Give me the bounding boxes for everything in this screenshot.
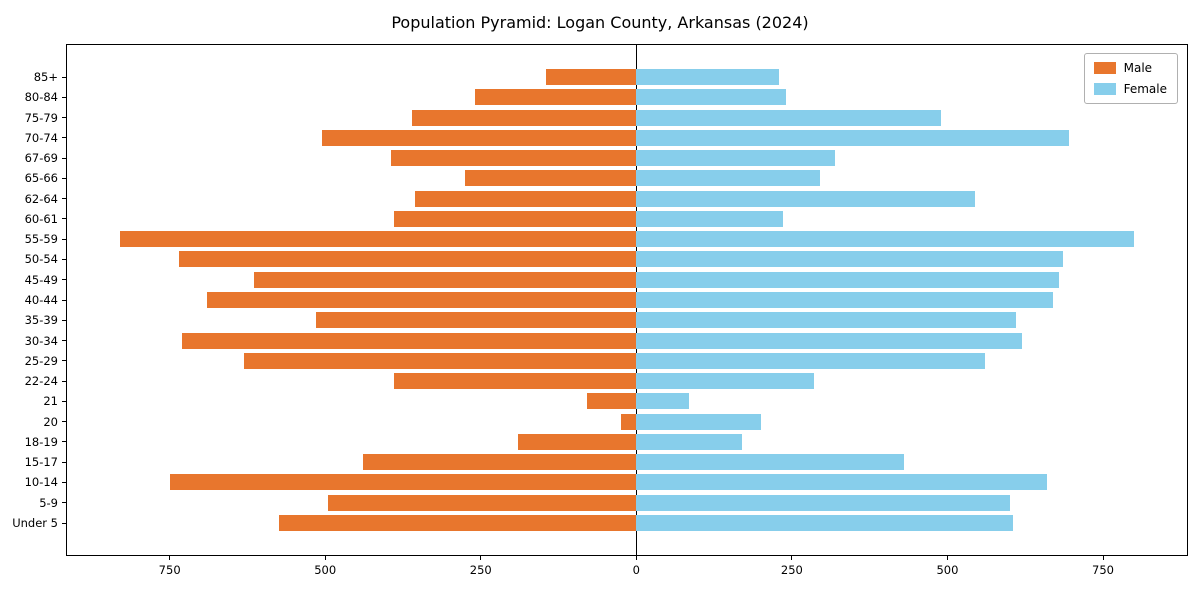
male-bar-65-66 <box>465 170 637 187</box>
x-tick-label-6-750: 750 <box>1092 563 1114 577</box>
female-bar-20 <box>636 413 761 430</box>
legend: Male Female <box>1083 53 1178 104</box>
y-tick-label-35-39: 35-39 <box>24 313 58 328</box>
male-bar-60-61 <box>393 210 637 227</box>
y-tick-label-18-19: 18-19 <box>24 434 58 449</box>
x-tick-mark <box>1102 556 1104 560</box>
y-tick-label-5-9: 5-9 <box>39 495 58 510</box>
female-bar-15-17 <box>636 454 904 471</box>
y-tick-label-40-44: 40-44 <box>24 293 58 307</box>
x-tick-mark <box>169 556 171 560</box>
male-bar-15-17 <box>362 454 637 471</box>
female-bar-under-5 <box>636 515 1013 531</box>
female-bar-45-49 <box>636 271 1060 288</box>
y-tick-label-under-5: Under 5 <box>12 516 58 530</box>
male-bar-21 <box>586 393 637 410</box>
x-tick-mark <box>791 556 793 560</box>
male-bar-10-14 <box>169 474 637 491</box>
y-tick-label-70-74: 70-74 <box>24 130 58 145</box>
x-tick-label-5-500: 500 <box>936 563 959 577</box>
female-bar-18-19 <box>636 433 743 450</box>
male-bar-30-34 <box>182 332 637 349</box>
male-bar-70-74 <box>322 129 637 146</box>
y-tick-label-21: 21 <box>43 394 58 409</box>
y-tick-label-62-64: 62-64 <box>24 191 58 206</box>
female-bar-35-39 <box>636 312 1016 329</box>
x-tick-mark <box>635 556 637 560</box>
female-bar-60-61 <box>636 210 783 227</box>
female-bar-40-44 <box>636 292 1054 308</box>
female-bar-55-59 <box>636 231 1135 248</box>
x-tick-label-4-250: 250 <box>780 563 803 577</box>
y-tick-label-65-66: 65-66 <box>24 171 58 186</box>
female-bar-21 <box>636 393 690 410</box>
x-tick-mark <box>324 556 326 560</box>
female-bar-62-64 <box>636 190 976 207</box>
male-bar-67-69 <box>390 150 637 167</box>
male-bar-50-54 <box>179 251 637 268</box>
male-bar-40-44 <box>207 292 637 308</box>
female-bar-75-79 <box>636 109 942 126</box>
male-bar-45-49 <box>253 271 637 288</box>
legend-label-male: Male <box>1123 61 1153 75</box>
female-bar-10-14 <box>636 474 1047 491</box>
y-tick-label-55-59: 55-59 <box>24 232 58 247</box>
y-tick-label-15-17: 15-17 <box>24 455 58 470</box>
legend-entry-female: Female <box>1093 82 1167 96</box>
y-tick-label-45-49: 45-49 <box>24 272 58 287</box>
female-bar-70-74 <box>636 129 1069 146</box>
y-tick-label-25-29: 25-29 <box>24 353 58 368</box>
female-bar-25-29 <box>636 352 985 369</box>
male-bar-22-24 <box>393 373 637 390</box>
legend-entry-male: Male <box>1093 61 1167 75</box>
x-tick-label-2-250: 250 <box>469 563 492 577</box>
y-tick-label-20: 20 <box>43 414 58 429</box>
female-bar-80-84 <box>636 89 786 106</box>
male-bar-5-9 <box>328 494 637 511</box>
y-tick-label-10-14: 10-14 <box>24 475 58 490</box>
male-bar-18-19 <box>518 433 637 450</box>
x-tick-label-1-500: 500 <box>314 563 337 577</box>
plot-area: Male Female <box>66 44 1188 556</box>
legend-swatch-male-icon <box>1093 62 1116 74</box>
y-tick-label-50-54: 50-54 <box>24 252 58 267</box>
female-bar-65-66 <box>636 170 820 187</box>
y-tick-label-22-24: 22-24 <box>24 374 58 389</box>
male-bar-25-29 <box>244 352 637 369</box>
male-bar-75-79 <box>412 109 637 126</box>
y-tick-label-30-34: 30-34 <box>24 333 58 348</box>
x-tick-mark <box>480 556 482 560</box>
y-tick-label-60-61: 60-61 <box>24 211 58 226</box>
legend-label-female: Female <box>1123 82 1167 96</box>
y-tick-label-75-79: 75-79 <box>24 110 58 125</box>
x-tick-label-3-0: 0 <box>632 563 640 577</box>
male-bar-80-84 <box>474 89 637 106</box>
x-tick-label-0-750: 750 <box>158 563 181 577</box>
female-bar-22-24 <box>636 373 814 390</box>
male-bar-20 <box>620 413 637 430</box>
x-tick-mark <box>946 556 948 560</box>
male-bar-55-59 <box>119 231 637 248</box>
male-bar-85 <box>546 69 637 85</box>
y-tick-label-85: 85+ <box>33 70 58 84</box>
male-bar-35-39 <box>315 312 637 329</box>
y-tick-label-67-69: 67-69 <box>24 151 58 166</box>
female-bar-67-69 <box>636 150 836 167</box>
female-bar-5-9 <box>636 494 1010 511</box>
male-bar-62-64 <box>415 190 637 207</box>
y-tick-label-80-84: 80-84 <box>24 90 58 105</box>
legend-swatch-female-icon <box>1093 83 1116 95</box>
female-bar-50-54 <box>636 251 1063 268</box>
female-bar-30-34 <box>636 332 1023 349</box>
chart-title: Population Pyramid: Logan County, Arkans… <box>391 13 809 32</box>
male-bar-under-5 <box>278 515 637 531</box>
female-bar-85 <box>636 69 780 85</box>
